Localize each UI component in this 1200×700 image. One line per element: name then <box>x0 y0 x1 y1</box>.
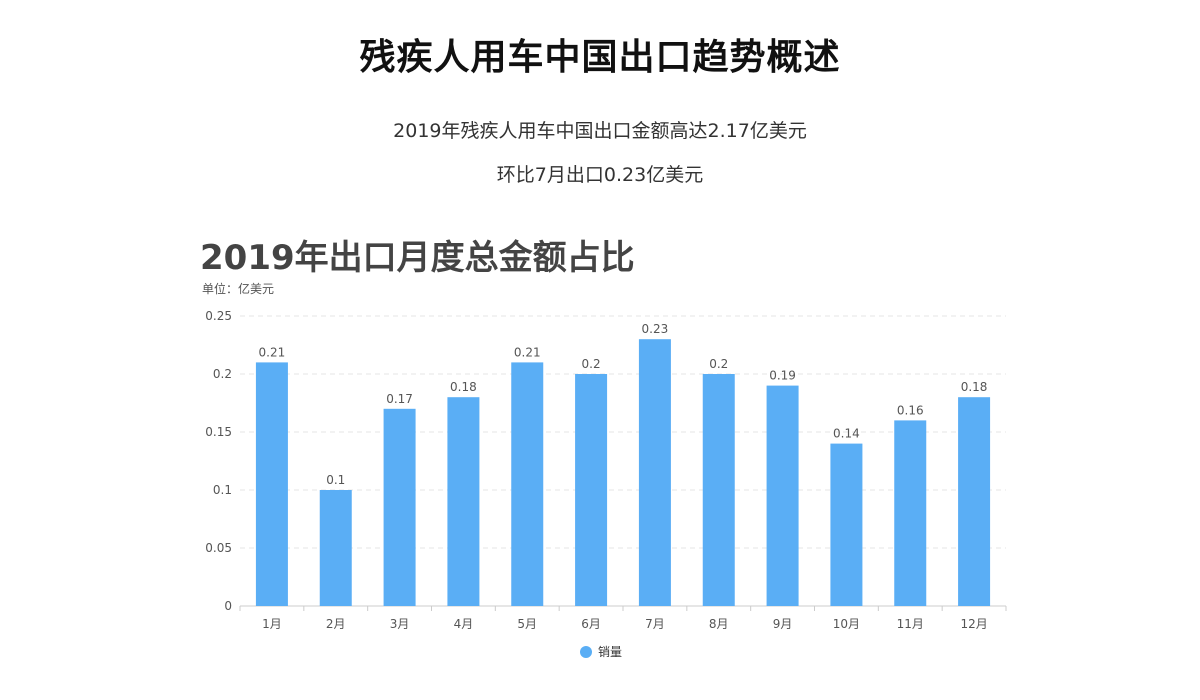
bar-1[interactable] <box>255 362 288 606</box>
data-label: 0.21 <box>514 345 541 359</box>
page-title: 残疾人用车中国出口趋势概述 <box>359 37 841 78</box>
legend-dot-icon <box>580 645 592 658</box>
y-tick-label: 0.05 <box>205 541 232 555</box>
data-label: 0.17 <box>386 392 413 406</box>
y-tick-label: 0.15 <box>205 425 232 439</box>
legend-label: 销量 <box>598 645 623 659</box>
bar-3[interactable] <box>383 408 416 606</box>
data-label: 0.18 <box>961 380 988 394</box>
data-label: 0.2 <box>582 357 601 371</box>
x-tick-label: 12月 <box>960 617 987 631</box>
y-tick-label: 0.25 <box>205 309 232 323</box>
data-label: 0.21 <box>259 345 286 359</box>
y-tick-label: 0.2 <box>213 367 232 381</box>
x-tick-label: 1月 <box>262 617 282 631</box>
bar-10[interactable] <box>830 443 863 606</box>
bar-11[interactable] <box>894 420 927 606</box>
data-label: 0.1 <box>326 473 345 487</box>
bar-2[interactable] <box>319 490 352 606</box>
x-tick-label: 8月 <box>709 617 729 631</box>
x-tick-label: 5月 <box>517 617 537 631</box>
bar-12[interactable] <box>958 397 991 606</box>
data-label: 0.14 <box>833 427 860 441</box>
data-label: 0.2 <box>709 357 728 371</box>
x-tick-label: 7月 <box>645 617 665 631</box>
bar-6[interactable] <box>575 374 608 606</box>
bar-7[interactable] <box>638 339 671 606</box>
data-label: 0.18 <box>450 380 477 394</box>
bar-4[interactable] <box>447 397 480 606</box>
summary-july-export: 环比7月出口0.23亿美元 <box>496 164 704 186</box>
data-label: 0.16 <box>897 403 924 417</box>
x-tick-label: 9月 <box>773 617 793 631</box>
x-tick-label: 6月 <box>581 617 601 631</box>
bar-5[interactable] <box>511 362 544 606</box>
x-tick-label: 4月 <box>454 617 474 631</box>
bar-8[interactable] <box>702 374 735 606</box>
x-tick-label: 10月 <box>833 617 860 631</box>
data-label: 0.19 <box>769 369 796 383</box>
data-label: 0.23 <box>642 322 669 336</box>
y-tick-label: 0.1 <box>213 483 232 497</box>
x-tick-label: 2月 <box>326 617 346 631</box>
y-tick-label: 0 <box>224 599 232 613</box>
summary-export-total: 2019年残疾人用车中国出口金额高达2.17亿美元 <box>393 120 807 142</box>
chart-title: 2019年出口月度总金额占比 <box>200 238 635 278</box>
bar-9[interactable] <box>766 385 799 606</box>
x-tick-label: 11月 <box>897 617 924 631</box>
chart-legend[interactable]: 销量 <box>580 643 622 660</box>
unit-label: 单位：亿美元 <box>202 282 275 296</box>
x-tick-label: 3月 <box>390 617 410 631</box>
